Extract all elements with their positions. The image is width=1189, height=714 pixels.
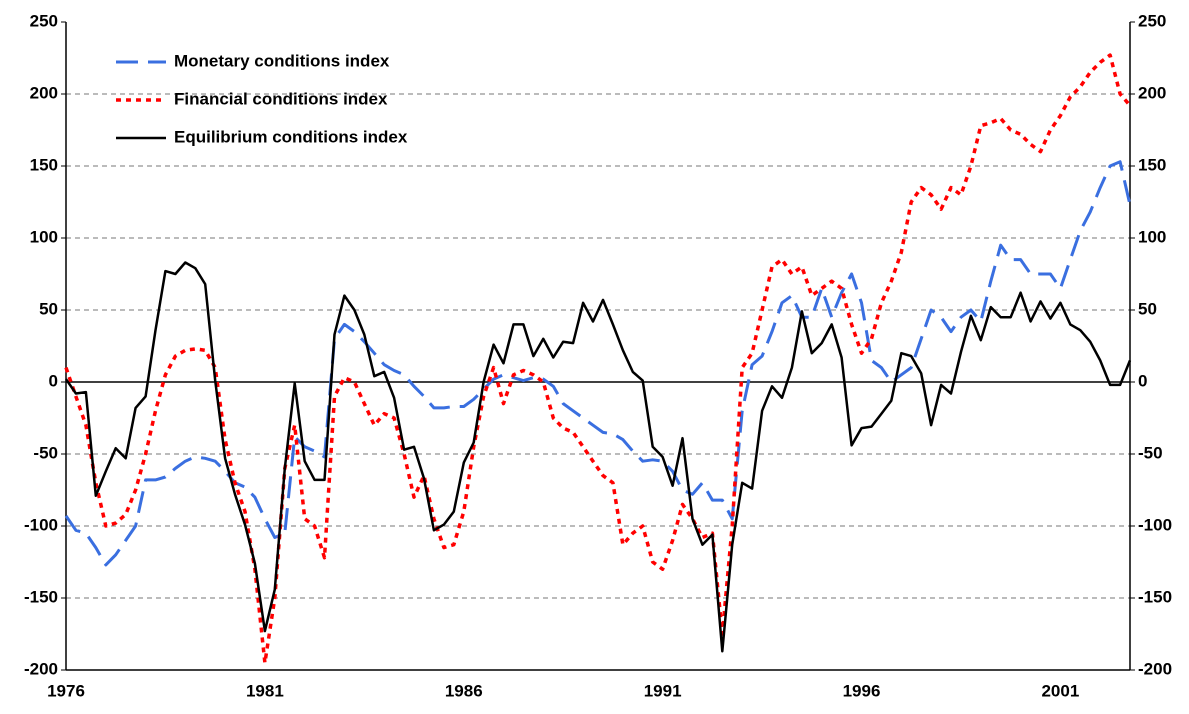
y-tick-label: -150 xyxy=(24,587,58,606)
y2-tick-label: -200 xyxy=(1138,659,1172,678)
legend-label: Monetary conditions index xyxy=(174,51,390,70)
y2-tick-label: 200 xyxy=(1138,83,1166,102)
x-tick-label: 1996 xyxy=(843,681,881,700)
x-tick-label: 1976 xyxy=(47,681,85,700)
y2-tick-label: 0 xyxy=(1138,371,1147,390)
series-line xyxy=(64,261,1132,653)
y-tick-label: -100 xyxy=(24,515,58,534)
y2-tick-label: -100 xyxy=(1138,515,1172,534)
y-tick-label: 100 xyxy=(30,227,58,246)
series-line xyxy=(64,160,1132,567)
series-line xyxy=(64,53,1132,665)
x-tick-label: 1986 xyxy=(445,681,483,700)
y2-tick-label: -50 xyxy=(1138,443,1163,462)
y-tick-label: -50 xyxy=(33,443,58,462)
x-tick-label: 1981 xyxy=(246,681,284,700)
y2-tick-label: 150 xyxy=(1138,155,1166,174)
y-tick-label: 250 xyxy=(30,11,58,30)
y2-tick-label: 250 xyxy=(1138,11,1166,30)
legend-label: Equilibrium conditions index xyxy=(174,127,408,146)
y-tick-label: -200 xyxy=(24,659,58,678)
legend-label: Financial conditions index xyxy=(174,89,388,108)
y-tick-label: 200 xyxy=(30,83,58,102)
y2-tick-label: 100 xyxy=(1138,227,1166,246)
x-tick-label: 2001 xyxy=(1041,681,1079,700)
y2-tick-label: 50 xyxy=(1138,299,1157,318)
y-tick-label: 0 xyxy=(49,371,58,390)
x-tick-label: 1991 xyxy=(644,681,682,700)
y2-tick-label: -150 xyxy=(1138,587,1172,606)
y-tick-label: 50 xyxy=(39,299,58,318)
y-tick-label: 150 xyxy=(30,155,58,174)
